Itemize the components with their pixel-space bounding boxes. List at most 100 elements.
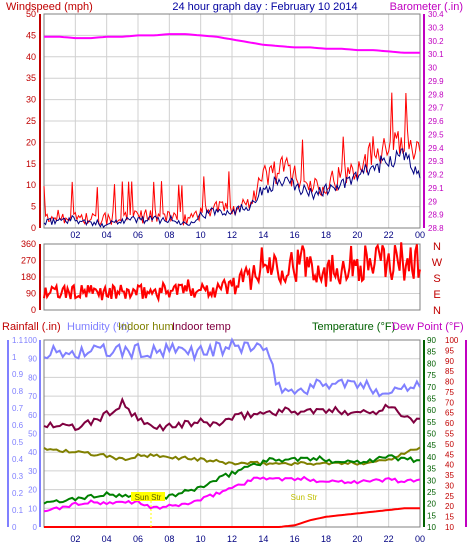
x-tick-label: 04	[102, 230, 112, 240]
barometer-tick-label: 28.8	[428, 224, 444, 233]
temperature-tick-label: 40	[427, 453, 436, 462]
barometer-tick-label: 29.8	[428, 90, 444, 99]
temperature-tick-label: 50	[427, 430, 436, 439]
x-tick-label: 00	[415, 534, 425, 544]
dewpoint-tick-label: 20	[445, 502, 454, 511]
x-tick-label: 20	[352, 534, 362, 544]
direction-tick-label: 90	[26, 289, 36, 299]
temperature-tick-label: 80	[427, 359, 436, 368]
temperature-tick-label: 85	[427, 348, 436, 357]
temperature-tick-label: 65	[427, 394, 436, 403]
temperature-tick-label: 70	[427, 383, 436, 392]
dewpoint-tick-label: 85	[445, 367, 454, 376]
windspeed-tick-label: 15	[26, 159, 36, 169]
windspeed-tick-label: 25	[26, 116, 36, 126]
windspeed-tick-label: 5	[31, 202, 36, 212]
x-tick-label: 14	[258, 534, 268, 544]
temperature-tick-label: 30	[427, 476, 436, 485]
humidity-tick-label: 70	[28, 392, 37, 401]
compass-label: W	[432, 257, 443, 269]
barometer-tick-label: 30.3	[428, 23, 444, 32]
windspeed-tick-label: 0	[31, 223, 36, 233]
indoor-hum-label: Indoor hum	[118, 321, 174, 333]
windspeed-axis-label: Windspeed (mph)	[6, 1, 93, 13]
dewpoint-line	[43, 475, 421, 513]
humidity-tick-label: 100	[24, 336, 38, 345]
barometer-tick-label: 29	[428, 197, 437, 206]
temperature-tick-label: 35	[427, 465, 436, 474]
temperature-tick-label: 20	[427, 500, 436, 509]
sun-str-marker-1	[131, 492, 165, 501]
x-tick-label: 14	[258, 230, 268, 240]
windspeed-tick-label: 10	[26, 180, 36, 190]
series-layer	[43, 33, 421, 528]
temperature-axis-label: Temperature (°F)	[312, 321, 395, 333]
dewpoint-tick-label: 90	[445, 357, 454, 366]
rainfall-line	[44, 507, 420, 528]
barometer-line	[44, 33, 420, 54]
barometer-tick-label: 29.5	[428, 130, 444, 139]
rainfall-tick-label: 0.7	[12, 404, 24, 413]
dewpoint-tick-label: 10	[445, 523, 454, 532]
rainfall-tick-label: 0.8	[12, 387, 24, 396]
barometer-tick-label: 29.1	[428, 184, 444, 193]
humidity-tick-label: 30	[28, 467, 37, 476]
barometer-tick-label: 29.3	[428, 157, 444, 166]
dewpoint-tick-label: 55	[445, 430, 454, 439]
x-tick-label: 18	[321, 230, 331, 240]
wind-direction-line	[43, 242, 421, 303]
windspeed-tick-label: 40	[26, 52, 36, 62]
x-tick-label: 08	[164, 534, 174, 544]
humidity-line	[43, 337, 421, 398]
humidity-tick-label: 40	[28, 448, 37, 457]
x-tick-label: 02	[70, 230, 80, 240]
dewpoint-tick-label: 25	[445, 492, 454, 501]
wind-average-line	[43, 148, 421, 229]
rainfall-tick-label: 0.3	[12, 472, 24, 481]
barometer-tick-label: 28.9	[428, 211, 444, 220]
compass-label: E	[433, 289, 440, 301]
dewpoint-tick-label: 35	[445, 471, 454, 480]
x-tick-label: 02	[70, 534, 80, 544]
x-tick-label: 12	[227, 230, 237, 240]
chart-title: 24 hour graph day : February 10 2014	[172, 1, 357, 13]
rainfall-tick-label: 1	[12, 353, 17, 362]
x-tick-label: 18	[321, 534, 331, 544]
rainfall-tick-label: 0.2	[12, 489, 24, 498]
direction-tick-label: 180	[21, 272, 36, 282]
humidity-tick-label: 90	[28, 355, 37, 364]
barometer-tick-label: 29.2	[428, 171, 444, 180]
temperature-tick-label: 55	[427, 418, 436, 427]
dewpoint-tick-label: 15	[445, 513, 454, 522]
humidity-tick-label: 50	[28, 430, 37, 439]
windspeed-tick-label: 30	[26, 95, 36, 105]
x-tick-label: 22	[384, 230, 394, 240]
direction-tick-label: 270	[21, 256, 36, 266]
sun-str-label-2: Sun Str	[291, 493, 318, 502]
x-tick-label: 08	[164, 230, 174, 240]
humidity-tick-label: 20	[28, 486, 37, 495]
temperature-line	[43, 454, 421, 505]
temperature-tick-label: 10	[427, 523, 436, 532]
humidity-tick-label: 0	[33, 523, 38, 532]
rainfall-tick-label: 0.9	[12, 370, 24, 379]
x-tick-label: 06	[133, 230, 143, 240]
windspeed-tick-label: 35	[26, 73, 36, 83]
temperature-tick-label: 25	[427, 488, 436, 497]
windspeed-tick-label: 45	[26, 30, 36, 40]
dewpoint-axis-label: Dew Point (°F)	[392, 321, 464, 333]
temperature-tick-label: 15	[427, 511, 436, 520]
barometer-tick-label: 30.2	[428, 37, 444, 46]
barometer-tick-label: 30	[428, 64, 437, 73]
temperature-tick-label: 60	[427, 406, 436, 415]
dewpoint-tick-label: 70	[445, 398, 454, 407]
axes-layer: 0510152025303540455028.828.92929.129.229…	[7, 9, 467, 544]
x-tick-label: 22	[384, 534, 394, 544]
rainfall-tick-label: 0.4	[12, 455, 24, 464]
rainfall-tick-label: 0.1	[12, 506, 24, 515]
temperature-tick-label: 75	[427, 371, 436, 380]
dewpoint-tick-label: 45	[445, 450, 454, 459]
x-tick-label: 20	[352, 230, 362, 240]
